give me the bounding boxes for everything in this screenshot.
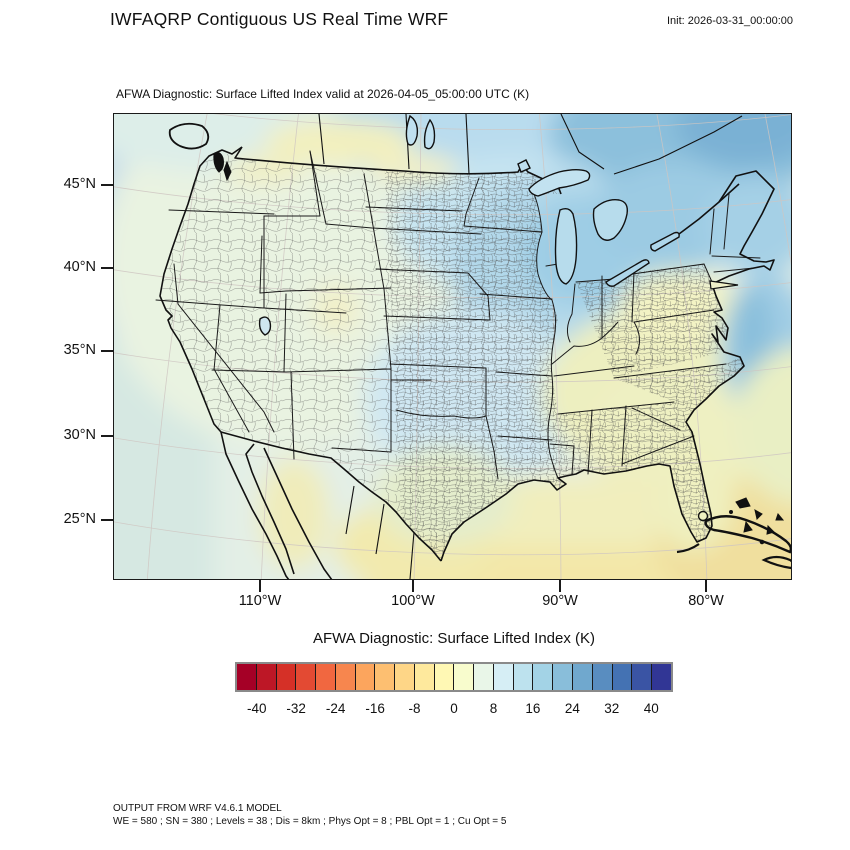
colorbar-tick-label: 0 — [450, 701, 458, 716]
map-subtitle: AFWA Diagnostic: Surface Lifted Index va… — [116, 87, 530, 101]
colorbar-cell — [631, 664, 652, 690]
colorbar-cell — [552, 664, 573, 690]
colorbar-cell — [275, 664, 296, 690]
x-tick-label: 100°W — [391, 593, 435, 609]
colorbar-tick-label: -40 — [246, 701, 267, 716]
y-tick — [101, 184, 113, 186]
y-tick — [101, 350, 113, 352]
footer-line-1: OUTPUT FROM WRF V4.6.1 MODEL — [113, 803, 282, 814]
colorbar-cell — [492, 664, 513, 690]
y-tick-label: 35°N — [63, 342, 96, 358]
x-tick-label: 90°W — [542, 593, 578, 609]
y-tick-label: 45°N — [63, 176, 96, 192]
colorbar-cell — [433, 664, 454, 690]
x-tick-label: 110°W — [238, 593, 282, 609]
colorbar-cell — [611, 664, 632, 690]
map-frame — [113, 113, 792, 580]
y-tick-label: 40°N — [63, 259, 96, 275]
colorbar-cell — [295, 664, 316, 690]
lakes-layer — [258, 114, 709, 522]
colorbar-cell — [315, 664, 335, 690]
y-tick-label: 30°N — [63, 427, 96, 443]
colorbar-tick-label: 40 — [643, 701, 659, 716]
x-tick — [412, 580, 414, 592]
colorbar-cell — [591, 664, 612, 690]
colorbar-cell — [354, 664, 375, 690]
colorbar-cell — [651, 664, 671, 690]
page-title: IWFAQRP Contiguous US Real Time WRF — [110, 9, 449, 29]
colorbar-cell — [334, 664, 355, 690]
colorbar-cell — [413, 664, 434, 690]
footer-line-2: WE = 580 ; SN = 380 ; Levels = 38 ; Dis … — [113, 816, 507, 827]
colorbar-tick-label: 16 — [525, 701, 541, 716]
colorbar-cell — [512, 664, 533, 690]
colorbar-tick-label: 24 — [564, 701, 580, 716]
colorbar-tick-label: -32 — [286, 701, 306, 716]
us-map-canvas — [114, 114, 791, 579]
colorbar-tick-labels: -40 -32 -24 -16 -8 0 8 16 24 32 40 — [237, 701, 671, 721]
colorbar-cell — [453, 664, 474, 690]
colorbar-tick-label: -16 — [365, 701, 385, 716]
y-tick — [101, 435, 113, 437]
y-tick-label: 25°N — [63, 511, 96, 527]
y-tick — [101, 267, 113, 269]
footer: OUTPUT FROM WRF V4.6.1 MODEL WE = 580 ; … — [113, 802, 506, 828]
colorbar — [235, 662, 673, 692]
colorbar-cell — [572, 664, 592, 690]
colorbar-tick-label: -24 — [325, 701, 346, 716]
colorbar-cell — [394, 664, 414, 690]
colorbar-cell — [473, 664, 493, 690]
colorbar-tick-label: 32 — [604, 701, 620, 716]
x-tick — [559, 580, 561, 592]
colorbar-cell — [237, 664, 256, 690]
init-timestamp: Init: 2026-03-31_00:00:00 — [667, 15, 793, 27]
colorbar-cell — [532, 664, 553, 690]
colorbar-cell — [255, 664, 276, 690]
state-borders-layer — [155, 150, 761, 480]
colorbar-tick-label: -8 — [408, 701, 421, 716]
colorbar-title: AFWA Diagnostic: Surface Lifted Index (K… — [312, 630, 596, 647]
islands-layer — [168, 122, 791, 570]
colorbar-tick-label: 8 — [489, 701, 498, 716]
x-tick-label: 80°W — [688, 593, 724, 609]
colorbar-cell — [374, 664, 395, 690]
x-tick — [705, 580, 707, 592]
y-tick — [101, 519, 113, 521]
x-tick — [259, 580, 261, 592]
